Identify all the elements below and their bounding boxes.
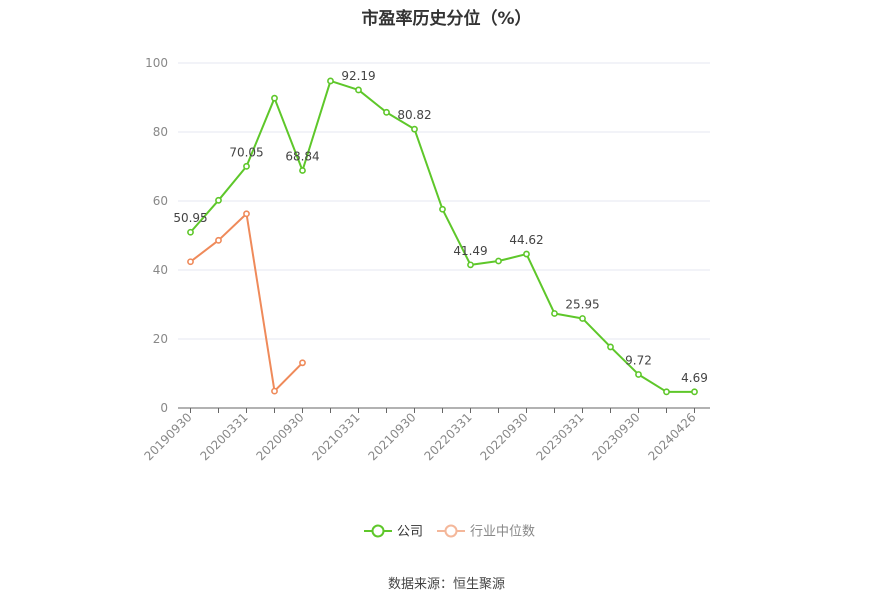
data-point <box>215 196 222 204</box>
data-labels: 50.95 70.05 68.84 92.19 80.82 41.49 44.62 25.95… <box>173 69 708 385</box>
x-tick-label: 20240426 <box>646 410 699 463</box>
data-point <box>327 77 334 85</box>
data-point <box>243 210 250 218</box>
data-point <box>215 236 222 244</box>
data-label: 80.82 <box>397 108 431 122</box>
x-tick-label: 20190930 <box>142 410 195 463</box>
data-label: 68.84 <box>285 150 319 164</box>
data-label: 9.72 <box>625 353 652 367</box>
series-lines <box>187 77 698 396</box>
legend-label: 行业中位数 <box>470 525 535 540</box>
legend-label: 公司 <box>397 525 423 540</box>
data-point <box>411 125 418 133</box>
data-point <box>271 94 278 102</box>
x-tick-label: 20230331 <box>534 410 587 463</box>
x-tick-label: 20210930 <box>366 410 419 463</box>
series-line-company <box>189 79 695 393</box>
data-label: 25.95 <box>565 297 599 311</box>
series-line-industry-median <box>189 212 304 393</box>
data-source-note: 数据来源：恒生聚源 <box>387 577 505 592</box>
data-point <box>495 257 502 265</box>
data-point <box>523 250 530 258</box>
y-tick-label: 100 <box>145 56 168 70</box>
grid-lines <box>178 62 710 340</box>
data-point <box>607 343 614 351</box>
data-point <box>635 371 642 378</box>
data-point <box>467 261 474 269</box>
legend: 公司 行业中位数 <box>364 524 535 540</box>
y-tick-label: 80 <box>153 125 168 139</box>
data-point <box>299 359 306 367</box>
x-tick-label: 20210331 <box>310 410 363 463</box>
chart-title: 市盈率历史分位（%） <box>361 9 532 29</box>
x-tick-label: 20200331 <box>198 410 251 463</box>
data-point <box>579 315 586 322</box>
data-point <box>383 108 390 116</box>
data-point <box>187 258 194 266</box>
x-tick-label: 20230930 <box>590 410 643 463</box>
data-label: 50.95 <box>173 211 207 225</box>
y-tick-label: 20 <box>153 332 168 346</box>
data-point <box>691 388 698 396</box>
y-tick-label: 0 <box>160 401 168 415</box>
x-tick-label: 20200930 <box>254 410 307 463</box>
data-point <box>663 388 670 396</box>
legend-marker <box>444 524 458 538</box>
data-label: 44.62 <box>509 233 543 247</box>
data-point <box>299 167 306 174</box>
data-point <box>187 228 194 236</box>
legend-marker <box>371 524 385 538</box>
data-label: 4.69 <box>681 371 708 385</box>
data-point <box>439 205 446 213</box>
data-point <box>271 387 278 395</box>
x-tick-label: 20220930 <box>478 410 531 463</box>
data-point <box>243 162 250 170</box>
data-label: 92.19 <box>341 69 375 83</box>
x-tick-label: 20220331 <box>422 410 475 463</box>
data-label: 41.49 <box>453 244 487 258</box>
data-point <box>551 310 558 317</box>
data-label: 70.05 <box>229 145 263 159</box>
data-point <box>355 86 362 94</box>
y-tick-label: 60 <box>153 194 168 208</box>
y-tick-label: 40 <box>153 263 168 277</box>
